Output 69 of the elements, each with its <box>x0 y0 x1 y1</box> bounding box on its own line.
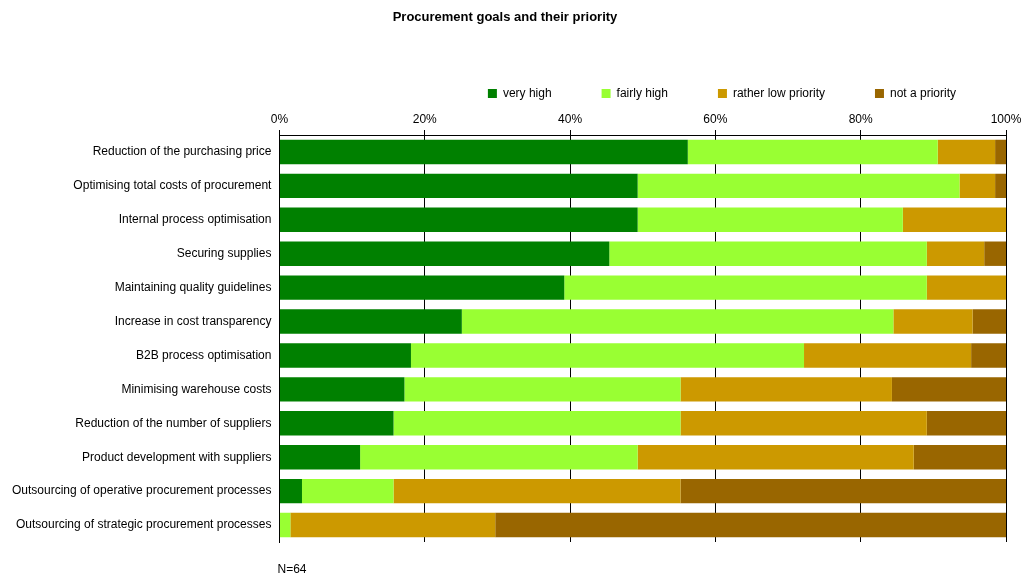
bar <box>279 377 405 402</box>
bar <box>959 173 996 199</box>
x-tick-label: 20% <box>412 112 438 127</box>
y-tick-label: Product development with suppliers <box>82 449 272 464</box>
bar <box>279 445 361 470</box>
bar <box>680 411 927 436</box>
bar <box>609 241 927 266</box>
bar <box>279 207 638 232</box>
y-tick-label: Reduction of the number of suppliers <box>75 415 272 430</box>
bar <box>804 343 972 368</box>
bar <box>461 309 894 334</box>
y-tick-label: Minimising warehouse costs <box>121 381 272 396</box>
bar <box>301 478 394 504</box>
bar <box>913 445 1006 470</box>
bar <box>279 478 302 504</box>
bar <box>893 309 973 334</box>
text: N=64 <box>277 562 307 577</box>
bar <box>995 173 1006 199</box>
legend-label: rather low priority <box>732 85 825 100</box>
y-tick-label: Maintaining quality guidelines <box>114 279 272 294</box>
bar <box>995 139 1006 165</box>
bar <box>926 241 985 266</box>
bar <box>926 411 1006 436</box>
bar <box>926 275 1006 300</box>
bar <box>937 139 996 165</box>
bar <box>290 512 496 538</box>
bar <box>279 411 394 436</box>
y-tick-label: Securing supplies <box>176 246 272 261</box>
bar <box>680 377 892 402</box>
bar <box>279 173 638 199</box>
bar <box>564 275 927 300</box>
bar <box>360 445 638 470</box>
legend-label: fairly high <box>616 85 668 100</box>
bar <box>279 512 291 538</box>
bar <box>637 207 903 232</box>
bar <box>279 309 462 334</box>
bar <box>687 139 938 165</box>
bar <box>279 343 411 368</box>
bar <box>393 411 681 436</box>
y-tick-label: B2B process optimisation <box>136 347 272 362</box>
legend-label: very high <box>502 85 552 100</box>
bar <box>279 139 688 165</box>
y-tick-label: Outsourcing of strategic procurement processes <box>16 517 272 532</box>
bar <box>393 478 681 504</box>
bar <box>680 478 1006 504</box>
y-tick-label: Optimising total costs of procurement <box>73 178 273 193</box>
bar <box>495 512 1006 538</box>
x-tick-label: 60% <box>703 112 728 127</box>
x-tick-label: 100% <box>990 112 1022 127</box>
bar <box>971 343 1006 368</box>
x-tick-label: 40% <box>558 112 583 127</box>
bar <box>279 275 565 300</box>
legend-label: not a priority <box>889 85 956 100</box>
bar <box>404 377 681 402</box>
y-tick-label: Increase in cost transparency <box>114 313 272 328</box>
x-tick-label: 80% <box>848 112 874 127</box>
bar <box>891 377 1006 402</box>
y-tick-label: Internal process optimisation <box>118 212 272 227</box>
bar <box>972 309 1006 334</box>
bar <box>902 207 1006 232</box>
bar <box>637 173 960 199</box>
chart-title: Procurement goals and their priority <box>392 9 619 25</box>
bar <box>279 241 610 266</box>
y-tick-label: Reduction of the purchasing price <box>92 144 272 159</box>
bar <box>637 445 914 470</box>
bar <box>984 241 1006 266</box>
x-tick-label: 0% <box>270 112 289 127</box>
y-tick-label: Outsourcing of operative procurement processes <box>12 483 272 498</box>
bar <box>410 343 805 368</box>
